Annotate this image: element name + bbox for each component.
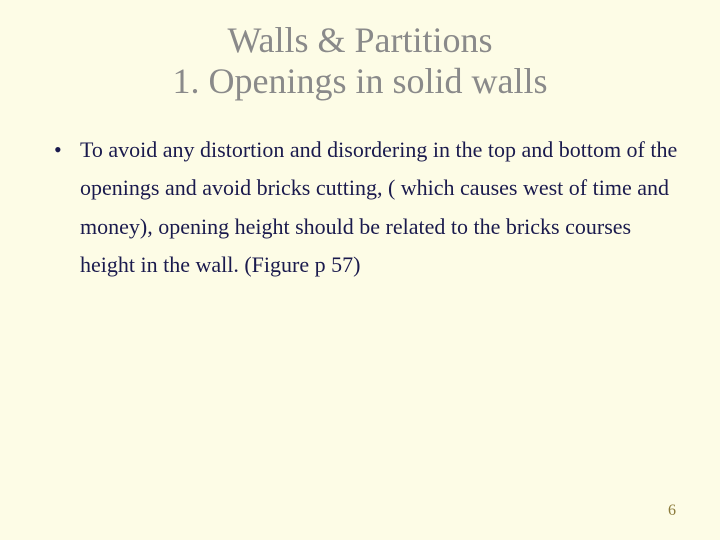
title-line-1: Walls & Partitions bbox=[40, 20, 680, 61]
slide-container: Walls & Partitions 1. Openings in solid … bbox=[0, 0, 720, 540]
title-line-2: 1. Openings in solid walls bbox=[40, 61, 680, 102]
bullet-list: To avoid any distortion and disordering … bbox=[40, 131, 680, 285]
page-number: 6 bbox=[668, 502, 676, 520]
bullet-item: To avoid any distortion and disordering … bbox=[54, 131, 680, 285]
slide-title: Walls & Partitions 1. Openings in solid … bbox=[40, 20, 680, 103]
bullet-text: To avoid any distortion and disordering … bbox=[80, 137, 677, 278]
